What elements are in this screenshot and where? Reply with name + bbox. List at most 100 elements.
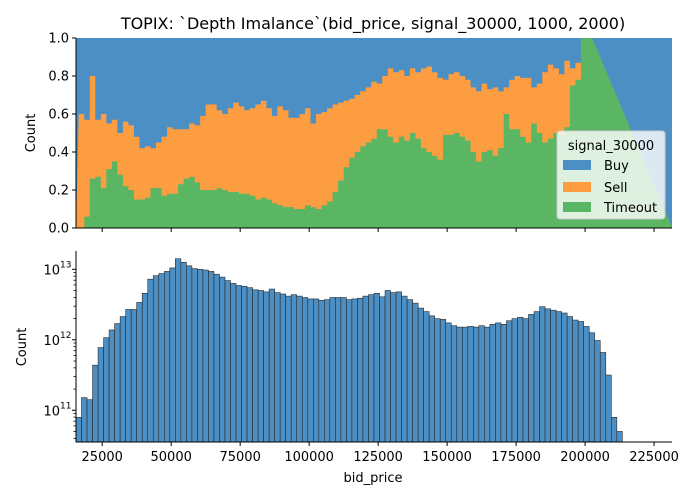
histogram-bar <box>329 297 336 443</box>
histogram-bar <box>500 323 507 443</box>
histogram-bar <box>484 326 491 443</box>
histogram-bar <box>406 299 413 443</box>
histogram-bar <box>528 314 535 443</box>
bottom-y-tick-exponent: 12 <box>60 331 71 341</box>
legend-label-sell: Sell <box>604 181 627 196</box>
histogram-bar <box>362 295 369 443</box>
histogram-bar <box>550 309 557 443</box>
histogram-bar <box>423 311 430 443</box>
histogram-bar <box>312 298 320 443</box>
legend-swatch-buy <box>563 160 591 170</box>
histogram-bar <box>577 321 585 443</box>
histogram-bar <box>141 292 149 443</box>
histogram-bar <box>180 261 187 443</box>
histogram-bar <box>616 431 623 443</box>
top-y-tick-label: 0.2 <box>48 184 69 199</box>
histogram-bar <box>274 292 281 443</box>
histogram-bar <box>473 326 480 443</box>
histogram-bar <box>561 312 568 443</box>
histogram-bar <box>456 326 463 443</box>
histogram-bar <box>412 302 419 443</box>
histogram-bar <box>169 267 176 443</box>
histogram-bar <box>252 289 259 443</box>
bottom-x-tick-label: 225000 <box>629 450 679 465</box>
top-y-tick-label: 0.4 <box>48 146 69 161</box>
histogram-bar <box>605 374 612 443</box>
histogram-bar <box>461 326 469 443</box>
bottom-y-tick-label: 10 <box>43 404 60 419</box>
bottom-y-tick-label: 10 <box>43 263 60 278</box>
histogram-bar <box>257 290 264 443</box>
histogram-bar <box>566 316 573 443</box>
bottom-x-tick-label: 125000 <box>353 450 403 465</box>
histogram-bar <box>401 295 408 443</box>
bottom-x-tick-label: 75000 <box>219 450 260 465</box>
histogram-bar <box>434 318 441 443</box>
histogram-bar <box>555 311 562 443</box>
bottom-y-axis-label: Count <box>15 328 30 367</box>
histogram-bar <box>489 323 496 443</box>
histogram-bar <box>81 397 88 443</box>
x-axis-label: bid_price <box>344 471 403 486</box>
histogram-bar <box>241 285 248 443</box>
top-y-axis-label: Count <box>24 114 39 153</box>
histogram-bar <box>373 292 380 443</box>
histogram-bar <box>235 285 242 443</box>
top-y-tick-label: 0.6 <box>48 108 69 123</box>
histogram-bar <box>572 319 579 443</box>
histogram-bar <box>583 326 590 443</box>
legend-title: signal_30000 <box>568 139 654 154</box>
histogram-bar <box>450 325 458 443</box>
histogram-bar <box>224 280 231 443</box>
histogram-bar <box>357 297 364 443</box>
histogram-bar <box>588 332 596 443</box>
bottom-x-tick-label: 25000 <box>82 450 123 465</box>
histogram-bar <box>97 347 104 443</box>
histogram-bar <box>158 273 165 443</box>
legend-label-timeout: Timeout <box>603 201 657 216</box>
histogram-bar <box>511 318 518 443</box>
top-axes: 0.0 0.2 0.4 0.6 0.8 1.0 <box>48 32 672 237</box>
histogram-bar <box>395 291 402 443</box>
histogram-bar <box>191 268 198 443</box>
histogram-bar <box>92 364 99 443</box>
histogram-bar <box>125 309 132 443</box>
histogram-bar <box>208 271 215 443</box>
histogram-bar <box>368 294 375 443</box>
histogram-bar <box>340 297 347 443</box>
histogram-bar <box>467 326 474 443</box>
histogram-bar <box>290 294 298 443</box>
histogram-plot <box>75 258 623 443</box>
histogram-bar <box>599 352 607 443</box>
histogram-bar <box>268 288 275 443</box>
histogram-bar <box>610 417 618 443</box>
bottom-x-tick-label: 175000 <box>491 450 541 465</box>
histogram-bar <box>103 337 110 443</box>
bottom-y-tick-exponent: 13 <box>60 260 71 270</box>
histogram-bar <box>152 275 160 443</box>
bottom-axes: 25000 50000 75000 100000 125000 150000 175000 2… <box>43 251 679 465</box>
histogram-bar <box>506 320 513 443</box>
area-timeout <box>76 38 672 228</box>
histogram-bar <box>428 315 436 443</box>
bottom-x-tick-label: 150000 <box>422 450 472 465</box>
legend: signal_30000 Buy Sell Timeout <box>556 130 666 220</box>
top-y-tick-label: 0.8 <box>48 70 69 85</box>
histogram-bar <box>324 299 331 443</box>
bottom-x-tick-label: 100000 <box>284 450 334 465</box>
histogram-bar <box>379 296 386 443</box>
histogram-bar <box>307 298 314 443</box>
histogram-bar <box>136 302 143 443</box>
histogram-bar <box>246 287 253 443</box>
histogram-bar <box>197 269 204 443</box>
histogram-bar <box>230 283 237 443</box>
legend-label-buy: Buy <box>604 159 629 174</box>
histogram-bar <box>539 306 546 443</box>
histogram-bar <box>439 319 447 443</box>
legend-swatch-sell <box>563 182 591 192</box>
bottom-y-tick-exponent: 11 <box>60 401 71 411</box>
bottom-x-tick-label: 50000 <box>151 450 192 465</box>
top-y-tick-label: 1.0 <box>48 32 69 47</box>
top-y-tick-label: 0.0 <box>48 222 69 237</box>
